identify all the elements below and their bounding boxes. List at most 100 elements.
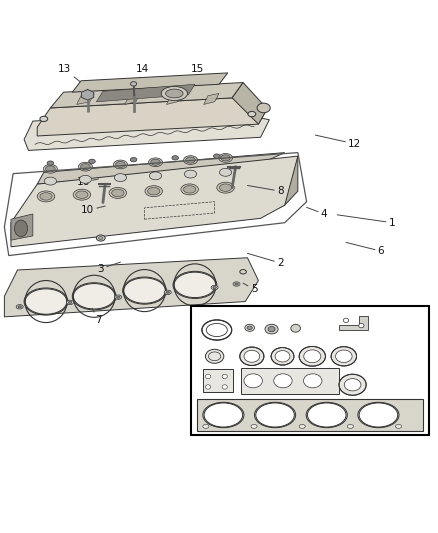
Ellipse shape: [347, 424, 353, 429]
Ellipse shape: [184, 156, 198, 165]
Ellipse shape: [339, 374, 366, 395]
Text: 16: 16: [77, 177, 99, 188]
Polygon shape: [11, 156, 298, 247]
Ellipse shape: [166, 291, 170, 294]
Ellipse shape: [304, 374, 322, 388]
Ellipse shape: [396, 424, 402, 429]
Ellipse shape: [271, 348, 294, 365]
Ellipse shape: [291, 324, 300, 332]
Ellipse shape: [344, 378, 361, 391]
Ellipse shape: [268, 327, 275, 332]
Ellipse shape: [336, 350, 352, 362]
Ellipse shape: [203, 424, 209, 429]
Ellipse shape: [164, 290, 171, 295]
Ellipse shape: [124, 278, 166, 303]
Polygon shape: [81, 90, 94, 100]
Ellipse shape: [181, 184, 198, 195]
Polygon shape: [24, 111, 269, 150]
Ellipse shape: [43, 165, 57, 173]
Ellipse shape: [148, 158, 162, 167]
Ellipse shape: [233, 282, 240, 286]
Ellipse shape: [206, 324, 227, 336]
Ellipse shape: [274, 374, 292, 388]
Ellipse shape: [44, 177, 57, 185]
Ellipse shape: [37, 191, 55, 202]
Ellipse shape: [205, 349, 224, 364]
Ellipse shape: [307, 403, 346, 427]
Ellipse shape: [205, 374, 211, 378]
Bar: [203, 369, 233, 392]
Ellipse shape: [115, 295, 122, 300]
Ellipse shape: [88, 159, 95, 164]
Text: 6: 6: [346, 243, 385, 256]
Ellipse shape: [116, 161, 125, 167]
Ellipse shape: [331, 346, 357, 366]
Ellipse shape: [244, 350, 260, 362]
Ellipse shape: [174, 272, 216, 297]
Ellipse shape: [304, 350, 321, 362]
Ellipse shape: [79, 175, 92, 183]
Ellipse shape: [219, 184, 232, 191]
Ellipse shape: [299, 424, 305, 429]
Text: 8: 8: [247, 185, 284, 196]
Ellipse shape: [184, 185, 196, 193]
Ellipse shape: [131, 157, 137, 162]
Ellipse shape: [47, 161, 53, 165]
Ellipse shape: [148, 188, 160, 195]
Polygon shape: [4, 258, 258, 317]
Text: 1: 1: [337, 215, 396, 228]
Ellipse shape: [16, 304, 23, 309]
Ellipse shape: [184, 170, 197, 178]
Bar: [241, 368, 339, 393]
Ellipse shape: [96, 235, 105, 241]
Ellipse shape: [25, 289, 67, 314]
Ellipse shape: [219, 168, 232, 176]
Ellipse shape: [219, 154, 233, 162]
Ellipse shape: [240, 270, 246, 274]
Ellipse shape: [74, 284, 115, 309]
Ellipse shape: [275, 351, 290, 362]
Ellipse shape: [245, 324, 254, 332]
Ellipse shape: [149, 172, 162, 180]
Ellipse shape: [117, 296, 120, 298]
Polygon shape: [72, 73, 228, 92]
Ellipse shape: [109, 188, 127, 198]
Ellipse shape: [214, 154, 220, 158]
Ellipse shape: [73, 189, 91, 200]
Ellipse shape: [240, 347, 264, 366]
Ellipse shape: [359, 324, 364, 328]
Ellipse shape: [131, 82, 137, 86]
Ellipse shape: [76, 191, 88, 198]
Bar: [191, 306, 429, 435]
Ellipse shape: [257, 103, 270, 113]
Text: 13: 13: [58, 64, 88, 88]
Bar: [197, 399, 423, 431]
Text: 9: 9: [412, 323, 428, 333]
Ellipse shape: [299, 346, 325, 366]
Polygon shape: [37, 152, 285, 184]
Ellipse shape: [221, 155, 230, 161]
Polygon shape: [11, 214, 33, 240]
Ellipse shape: [244, 374, 262, 388]
Ellipse shape: [251, 424, 257, 429]
Ellipse shape: [145, 185, 162, 197]
Polygon shape: [166, 93, 182, 104]
Ellipse shape: [114, 174, 127, 182]
Text: 2: 2: [247, 253, 284, 268]
Ellipse shape: [99, 237, 103, 239]
Ellipse shape: [78, 162, 92, 171]
Polygon shape: [125, 93, 140, 104]
Ellipse shape: [166, 89, 183, 98]
Ellipse shape: [202, 320, 232, 340]
Ellipse shape: [205, 385, 211, 389]
Text: 10: 10: [81, 205, 105, 215]
Ellipse shape: [18, 306, 21, 308]
Text: 4: 4: [307, 207, 328, 219]
Ellipse shape: [248, 111, 256, 117]
Ellipse shape: [112, 189, 124, 197]
Ellipse shape: [247, 326, 252, 329]
Ellipse shape: [113, 160, 127, 169]
Ellipse shape: [235, 283, 238, 285]
Ellipse shape: [359, 403, 398, 427]
Ellipse shape: [161, 86, 187, 101]
